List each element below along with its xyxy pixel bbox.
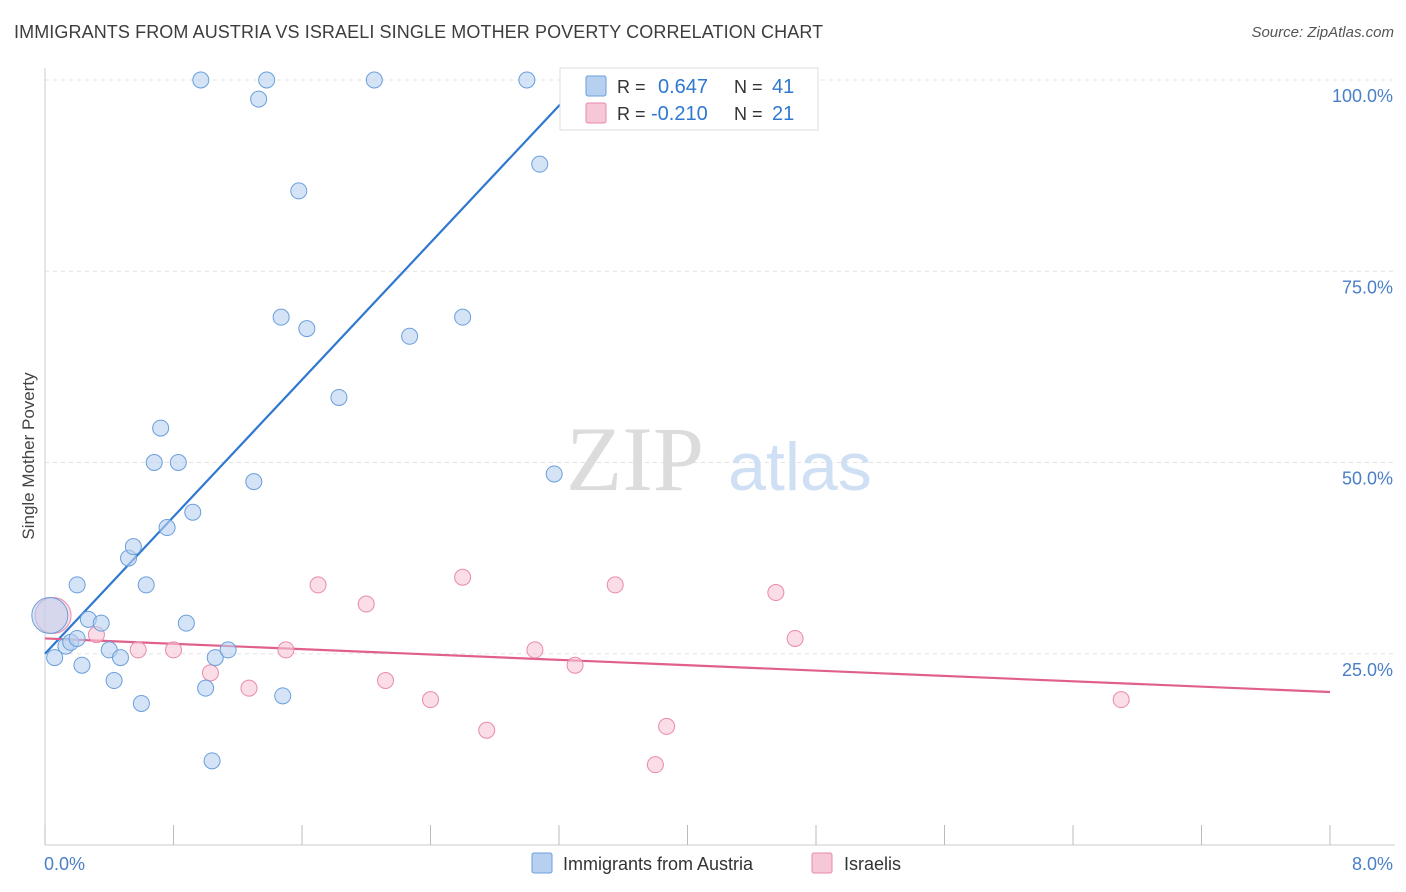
austria-point (274, 687, 292, 705)
watermark: ZIP atlas (566, 408, 872, 510)
austria-point (197, 679, 215, 697)
austria-point (46, 649, 64, 667)
israelis-point (658, 717, 676, 735)
israelis-point (786, 629, 804, 647)
trend-lines (44, 79, 1331, 694)
israelis-trend-line (44, 637, 1331, 694)
israelis-point (240, 679, 258, 697)
austria-point (401, 327, 419, 345)
y-tick-labels: 25.0% 50.0% 75.0% 100.0% (1332, 86, 1393, 680)
legend-swatch-austria (585, 75, 607, 97)
israelis-point (357, 595, 375, 613)
bottom-legend-swatch-israelis (811, 852, 833, 874)
austria-point (203, 752, 221, 770)
y-tick-label: 25.0% (1342, 660, 1393, 680)
source-credit: Source: ZipAtlas.com (1251, 24, 1394, 41)
israelis-point (606, 576, 624, 594)
legend-r-value-2: -0.210 (651, 103, 708, 125)
austria-point (152, 419, 170, 437)
austria-point (272, 308, 290, 326)
grid-lines (45, 79, 1395, 655)
x-tick-labels: 0.0% 8.0% (44, 854, 1393, 874)
austria-trend-line (44, 79, 584, 655)
israelis-point (277, 641, 295, 659)
bottom-legend-swatch-austria (531, 852, 553, 874)
austria-point (219, 641, 237, 659)
austria-point (105, 672, 123, 690)
y-tick-label: 100.0% (1332, 86, 1393, 106)
x-tick-label: 8.0% (1352, 854, 1393, 874)
y-tick-label: 75.0% (1342, 277, 1393, 297)
austria-point (184, 503, 202, 521)
austria-point (31, 597, 69, 634)
austria-point (132, 694, 150, 712)
israelis-point (309, 576, 327, 594)
austria-point (258, 71, 276, 89)
legend-r-label-1: R = (617, 77, 646, 97)
austria-point (245, 473, 263, 491)
austria-point (73, 656, 91, 674)
israelis-point (566, 656, 584, 674)
x-tick-label: 0.0% (44, 854, 85, 874)
legend-n-label-2: N = (734, 104, 763, 124)
austria-point (365, 71, 383, 89)
axes (44, 68, 1395, 846)
watermark-atlas: atlas (728, 429, 872, 505)
legend-n-value-1: 41 (772, 76, 794, 98)
legend-n-value-2: 21 (772, 103, 794, 125)
legend-r-label-2: R = (617, 104, 646, 124)
austria-point (92, 614, 110, 632)
watermark-zip: ZIP (566, 408, 704, 510)
bottom-legend-label-austria: Immigrants from Austria (563, 854, 754, 874)
israelis-point (377, 672, 395, 690)
austria-point (169, 454, 187, 471)
data-points (31, 71, 1130, 774)
austria-point (68, 629, 86, 647)
austria-point (137, 576, 155, 594)
israelis-point (165, 641, 182, 659)
austria-point (290, 182, 308, 200)
austria-point (192, 71, 210, 89)
israelis-point (646, 756, 664, 774)
israelis-point (129, 641, 147, 659)
legend-r-value-1: 0.647 (658, 76, 708, 98)
austria-point (158, 519, 176, 537)
austria-point (454, 308, 472, 326)
y-tick-label: 50.0% (1342, 469, 1393, 489)
israelis-point (422, 691, 439, 709)
austria-point (145, 454, 163, 471)
austria-point (177, 614, 195, 632)
austria-point (531, 155, 549, 173)
austria-point (545, 465, 563, 483)
israelis-point (454, 568, 472, 586)
austria-point (111, 649, 129, 667)
y-axis-label: Single Mother Poverty (19, 372, 38, 540)
chart-title: IMMIGRANTS FROM AUSTRIA VS ISRAELI SINGL… (14, 22, 824, 42)
bottom-legend: Immigrants from Austria Israelis (531, 852, 901, 874)
legend-swatch-israelis (585, 102, 607, 124)
israelis-point (1112, 691, 1130, 709)
austria-point (298, 320, 316, 338)
austria-point (68, 576, 86, 594)
austria-point (124, 538, 142, 556)
austria-point (330, 388, 348, 406)
legend-n-label-1: N = (734, 77, 763, 97)
bottom-legend-label-israelis: Israelis (844, 854, 901, 874)
legend-box: R = 0.647 N = 41 R = -0.210 N = 21 (559, 67, 819, 131)
austria-point (518, 71, 536, 89)
israelis-point (767, 584, 785, 602)
austria-point (206, 649, 224, 667)
israelis-point (201, 664, 219, 682)
israelis-point (526, 641, 544, 659)
israelis-point (478, 721, 496, 739)
austria-point (250, 90, 268, 108)
